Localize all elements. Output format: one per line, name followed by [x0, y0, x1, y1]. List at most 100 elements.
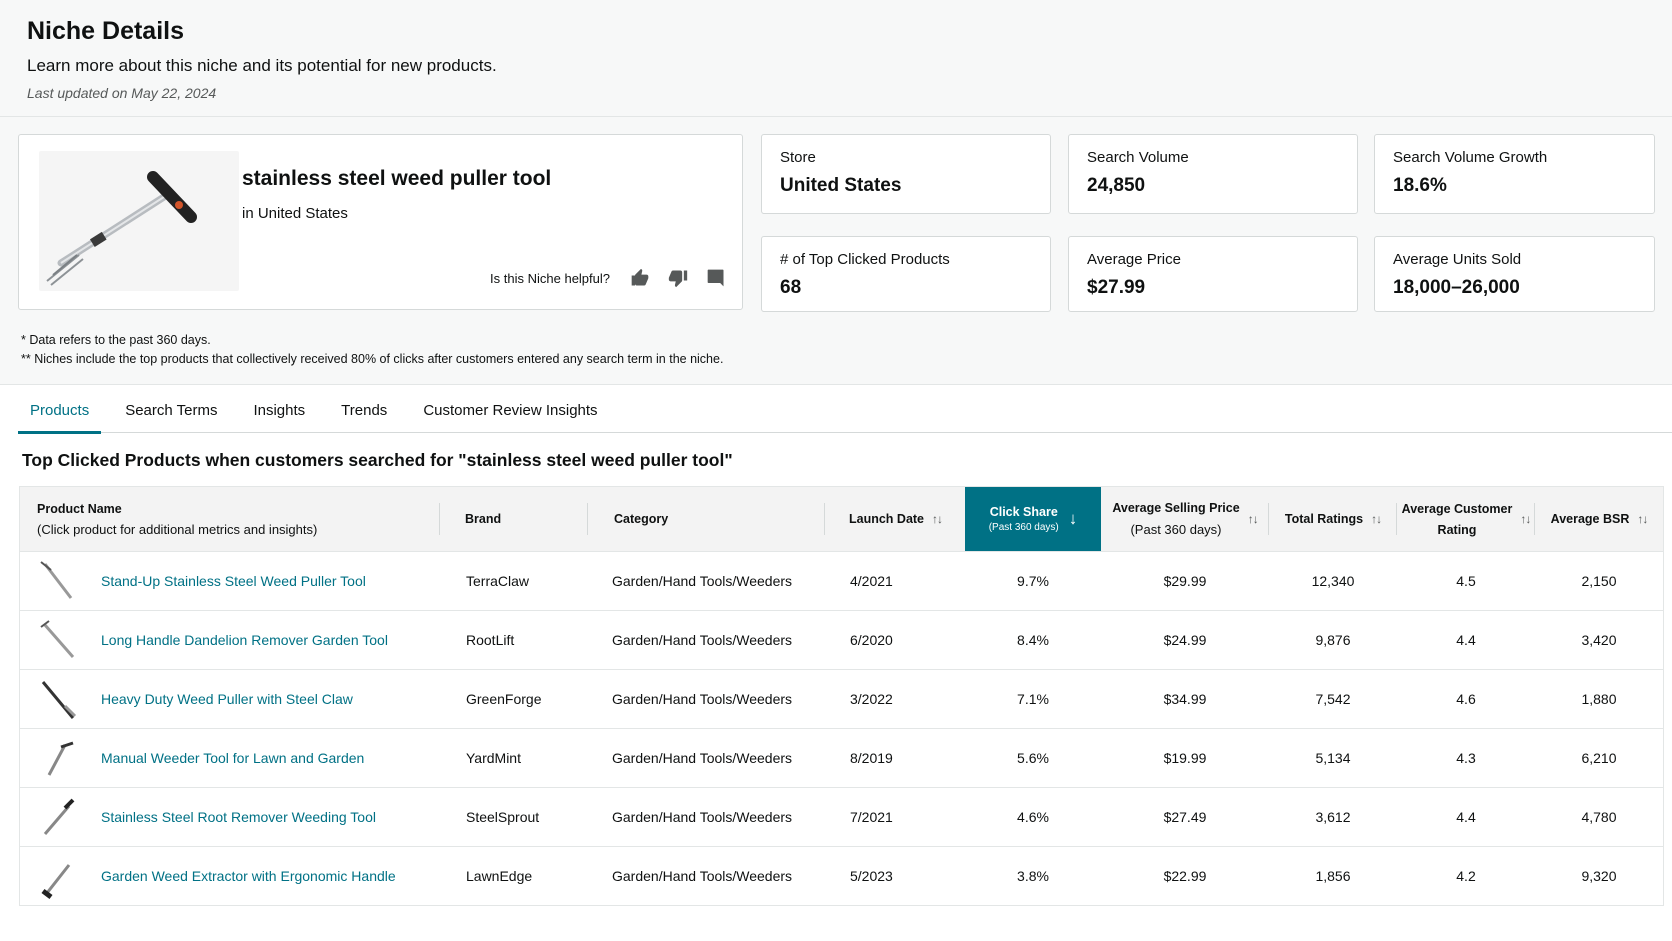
col-brand: Brand — [440, 487, 588, 551]
metric-value: $27.99 — [1087, 277, 1146, 298]
cell-avg-rating: 4.4 — [1456, 632, 1476, 648]
product-link[interactable]: Stainless Steel Root Remover Weeding Too… — [101, 809, 376, 825]
tab-trends[interactable]: Trends — [341, 402, 388, 419]
col-category: Category — [588, 487, 825, 551]
cell-avg-price: $34.99 — [1163, 691, 1207, 707]
product-link[interactable]: Heavy Duty Weed Puller with Steel Claw — [101, 691, 353, 707]
sort-icon[interactable]: ↑↓ — [1371, 512, 1382, 526]
table-row[interactable]: Long Handle Dandelion Remover Garden Too… — [20, 610, 1663, 669]
metric-store: Store United States — [761, 134, 1051, 214]
table-row[interactable]: Stainless Steel Root Remover Weeding Too… — [20, 787, 1663, 846]
cell-launch-date: 6/2020 — [850, 632, 893, 648]
tab-products[interactable]: Products — [18, 385, 102, 434]
col-click-share[interactable]: Click Share (Past 360 days) ↓ — [965, 487, 1101, 551]
cell-launch-date: 3/2022 — [850, 691, 893, 707]
thumbs-down-icon[interactable] — [666, 266, 690, 290]
cell-avg-bsr: 4,780 — [1581, 809, 1617, 825]
feedback-bar: Is this Niche helpful? — [490, 266, 728, 290]
cell-category: Garden/Hand Tools/Weeders — [612, 632, 793, 648]
comment-icon[interactable] — [704, 266, 728, 290]
col-avg-selling-price[interactable]: Average Selling Price (Past 360 days) ↑↓ — [1101, 487, 1269, 551]
col-avg-rating-label-2: Rating — [1437, 522, 1477, 537]
table-row[interactable]: Heavy Duty Weed Puller with Steel Claw Gr… — [20, 669, 1663, 728]
metric-search-volume: Search Volume 24,850 — [1068, 134, 1358, 214]
col-avg-bsr[interactable]: Average BSR ↑↓ — [1535, 487, 1663, 551]
product-link[interactable]: Stand-Up Stainless Steel Weed Puller Too… — [101, 573, 366, 589]
page-title: Niche Details — [27, 17, 185, 45]
thumbs-up-icon[interactable] — [628, 266, 652, 290]
cell-avg-rating: 4.6 — [1456, 691, 1476, 707]
cell-product: Heavy Duty Weed Puller with Steel Claw — [20, 676, 440, 722]
cell-brand: TerraClaw — [466, 573, 530, 589]
cell-click-share: 5.6% — [1017, 750, 1049, 766]
col-avg-bsr-label: Average BSR — [1550, 512, 1630, 526]
product-thumbnail[interactable] — [35, 558, 81, 604]
cell-product: Garden Weed Extractor with Ergonomic Han… — [20, 853, 440, 899]
page-subtitle: Learn more about this niche and its pote… — [27, 56, 497, 75]
cell-click-share: 9.7% — [1017, 573, 1049, 589]
cell-total-ratings: 12,340 — [1311, 573, 1355, 589]
cell-avg-bsr: 6,210 — [1581, 750, 1617, 766]
product-thumbnail[interactable] — [35, 853, 81, 899]
product-link[interactable]: Manual Weeder Tool for Lawn and Garden — [101, 750, 365, 766]
col-avg-price-period: (Past 360 days) — [1130, 522, 1222, 537]
metric-value: 24,850 — [1087, 175, 1146, 196]
cell-category: Garden/Hand Tools/Weeders — [612, 750, 793, 766]
metric-label: # of Top Clicked Products — [780, 251, 950, 268]
niche-card: stainless steel weed puller tool in Unit… — [18, 134, 743, 310]
col-click-share-period: (Past 360 days) — [988, 522, 1059, 533]
cell-avg-price: $24.99 — [1163, 632, 1207, 648]
product-thumbnail[interactable] — [35, 617, 81, 663]
col-total-ratings[interactable]: Total Ratings ↑↓ — [1269, 487, 1397, 551]
cell-launch-date: 4/2021 — [850, 573, 893, 589]
cell-category: Garden/Hand Tools/Weeders — [612, 809, 793, 825]
cell-avg-bsr: 2,150 — [1581, 573, 1617, 589]
metric-label: Search Volume Growth — [1393, 149, 1548, 166]
cell-avg-bsr: 1,880 — [1581, 691, 1617, 707]
product-link[interactable]: Garden Weed Extractor with Ergonomic Han… — [101, 868, 396, 884]
cell-avg-rating: 4.5 — [1456, 573, 1476, 589]
cell-avg-price: $27.49 — [1163, 809, 1207, 825]
table-row[interactable]: Stand-Up Stainless Steel Weed Puller Too… — [20, 551, 1663, 610]
metric-value: 68 — [780, 277, 802, 298]
tab-customer-review-insights[interactable]: Customer Review Insights — [423, 402, 598, 419]
cell-product: Long Handle Dandelion Remover Garden Too… — [20, 617, 440, 663]
col-launch-date[interactable]: Launch Date ↑↓ — [825, 487, 965, 551]
col-avg-customer-rating[interactable]: Average Customer Rating ↑↓ — [1397, 487, 1535, 551]
col-brand-label: Brand — [465, 512, 502, 526]
product-thumbnail[interactable] — [35, 735, 81, 781]
product-link[interactable]: Long Handle Dandelion Remover Garden Too… — [101, 632, 388, 648]
col-product-name-hint: (Click product for additional metrics an… — [37, 521, 318, 537]
sort-icon[interactable]: ↑↓ — [1520, 512, 1531, 526]
niche-summary: stainless steel weed puller tool in Unit… — [0, 117, 1672, 385]
cell-click-share: 3.8% — [1017, 868, 1049, 884]
section-title: Top Clicked Products when customers sear… — [22, 450, 733, 470]
metric-label: Average Price — [1087, 251, 1181, 268]
sort-icon[interactable]: ↑↓ — [1637, 512, 1648, 526]
cell-total-ratings: 5,134 — [1315, 750, 1351, 766]
niche-location: in United States — [242, 205, 348, 222]
metric-value: 18,000–26,000 — [1393, 277, 1520, 298]
cell-product: Stand-Up Stainless Steel Weed Puller Too… — [20, 558, 440, 604]
tab-search-terms[interactable]: Search Terms — [125, 402, 218, 419]
col-total-ratings-label: Total Ratings — [1284, 512, 1364, 526]
cell-avg-price: $22.99 — [1163, 868, 1207, 884]
sort-icon[interactable]: ↑↓ — [932, 512, 943, 526]
table-row[interactable]: Manual Weeder Tool for Lawn and Garden Ya… — [20, 728, 1663, 787]
col-category-label: Category — [614, 512, 669, 526]
arrow-down-icon[interactable]: ↓ — [1068, 509, 1078, 528]
col-avg-rating-label: Average Customer — [1401, 501, 1513, 516]
metric-label: Store — [780, 149, 816, 166]
cell-avg-rating: 4.4 — [1456, 809, 1476, 825]
product-thumbnail[interactable] — [35, 794, 81, 840]
col-product-name: Product Name (Click product for addition… — [20, 487, 440, 551]
cell-launch-date: 7/2021 — [850, 809, 893, 825]
sort-icon[interactable]: ↑↓ — [1247, 512, 1259, 526]
product-thumbnail[interactable] — [35, 676, 81, 722]
last-updated-text: Last updated on May 22, 2024 — [27, 85, 217, 101]
metric-value: 18.6% — [1393, 175, 1447, 196]
table-row[interactable]: Garden Weed Extractor with Ergonomic Han… — [20, 846, 1663, 905]
tab-insights[interactable]: Insights — [253, 402, 306, 419]
cell-brand: LawnEdge — [466, 868, 533, 884]
cell-click-share: 4.6% — [1017, 809, 1049, 825]
